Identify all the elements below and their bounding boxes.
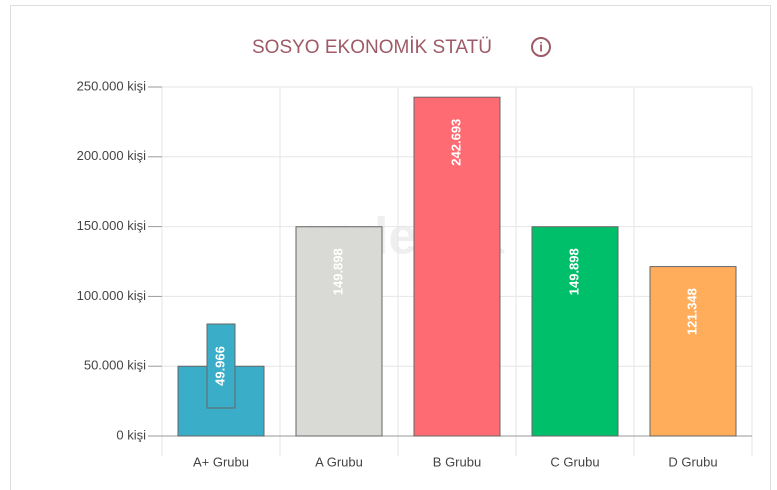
y-tick-label: 250.000 kişi — [77, 78, 146, 93]
x-tick-label: B Grubu — [433, 454, 481, 469]
y-tick-label: 0 kişi — [116, 427, 146, 442]
y-tick-label: 50.000 kişi — [84, 358, 146, 373]
chart-title: SOSYO EKONOMİK STATÜ — [252, 37, 492, 58]
x-tick-label: C Grubu — [550, 454, 599, 469]
x-tick-label: D Grubu — [668, 454, 717, 469]
y-tick-label: 100.000 kişi — [77, 288, 146, 303]
value-label: 149.898 — [330, 248, 345, 295]
value-label: 149.898 — [566, 248, 581, 295]
bar — [295, 226, 383, 437]
x-tick-label: A+ Grubu — [193, 454, 249, 469]
info-icon[interactable]: i — [531, 37, 551, 57]
bar — [649, 266, 737, 437]
x-tick-label: A Grubu — [315, 454, 363, 469]
svg-text:i: i — [539, 39, 543, 54]
bar — [531, 226, 619, 437]
y-tick-label: 200.000 kişi — [77, 148, 146, 163]
bar — [413, 96, 501, 437]
value-label-box — [206, 323, 236, 409]
frame — [10, 5, 771, 490]
value-label: 49.966 — [212, 346, 227, 386]
y-tick-label: 150.000 kişi — [77, 218, 146, 233]
value-label: 242.693 — [448, 119, 463, 166]
value-label: 121.348 — [684, 288, 699, 335]
